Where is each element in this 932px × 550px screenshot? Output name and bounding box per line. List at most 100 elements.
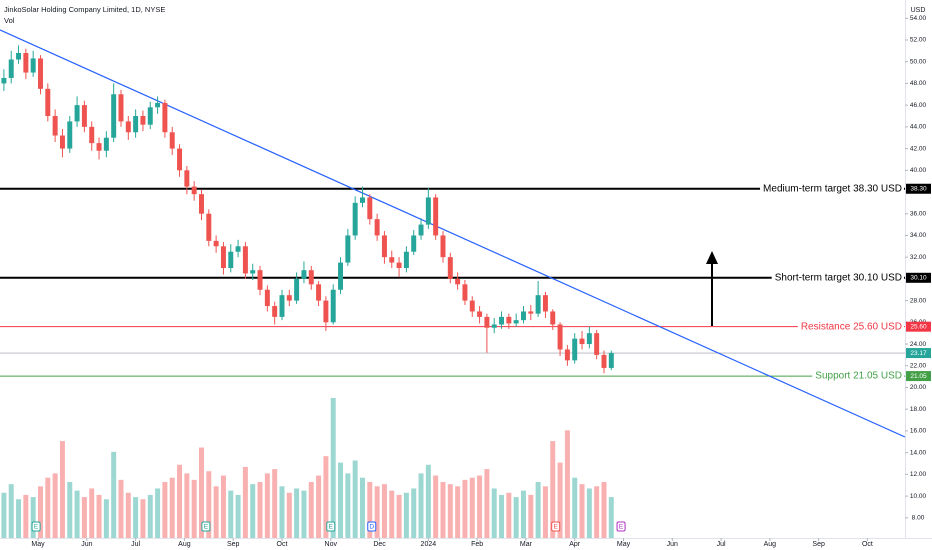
volume-bar [447, 484, 453, 538]
volume-bar [191, 479, 197, 538]
candle-body [228, 251, 234, 269]
volume-bar [389, 490, 395, 538]
price-badge [906, 272, 931, 283]
candle-body [338, 262, 344, 290]
price-badge-label: 25.60 [910, 323, 927, 330]
candle-body [462, 284, 468, 301]
candle-body [564, 349, 570, 361]
candle-body [330, 289, 336, 323]
volume-bar [38, 486, 43, 538]
volume-bar [140, 499, 146, 538]
candle-body [572, 338, 578, 361]
volume-bar [586, 488, 592, 538]
volume-bar [199, 447, 204, 538]
price-badge [906, 321, 931, 332]
volume-bar [528, 494, 534, 538]
y-tick-label: 34.00 [910, 232, 927, 239]
candle-body [177, 148, 183, 171]
x-tick-label: Sep [227, 541, 240, 548]
volume-bar [484, 469, 490, 538]
arrow-head [706, 251, 718, 264]
y-tick-label: 46.00 [910, 102, 927, 109]
volume-bar [228, 490, 234, 538]
volume-bar [279, 486, 285, 538]
volume-bar [81, 497, 87, 538]
candle-body [535, 295, 541, 314]
candle-body [425, 197, 431, 225]
y-tick-label: 36.00 [910, 210, 927, 217]
volume-bar [264, 473, 270, 538]
volume-bar [425, 464, 431, 538]
volume-bar [462, 479, 468, 538]
volume-bar [52, 473, 58, 538]
volume-bar [579, 484, 585, 538]
x-tick-label: Oct [277, 541, 288, 548]
candle-body [381, 235, 387, 258]
x-tick-label: Jul [131, 541, 140, 548]
y-tick-label: 40.00 [910, 167, 927, 174]
volume-bar [564, 430, 570, 538]
volume-bar [396, 494, 402, 538]
candle-body [23, 52, 29, 73]
volume-bar [440, 482, 446, 538]
volume-bar [111, 451, 117, 538]
level-label: Resistance 25.60 USD [801, 321, 902, 332]
y-tick-label: 28.00 [910, 297, 927, 304]
y-tick-label: 32.00 [910, 254, 927, 261]
candle-body [199, 194, 204, 214]
y-tick-label: 54.00 [910, 15, 927, 22]
candle-body [294, 278, 300, 301]
event-marker [616, 521, 626, 532]
volume-bar [67, 482, 73, 538]
candle-body [118, 94, 124, 122]
candle-body [52, 115, 58, 136]
volume-bar [594, 486, 600, 538]
level-label-bg [812, 370, 904, 382]
y-tick-label: 10.00 [910, 493, 927, 500]
y-tick-label: 14.00 [910, 449, 927, 456]
candle-body [411, 235, 417, 252]
x-tick-label: Jun [667, 541, 678, 548]
candle-body [469, 300, 475, 312]
x-tick-label: Oct [862, 541, 873, 548]
candle-body [206, 213, 212, 241]
event-marker [551, 521, 561, 532]
y-tick-label: 48.00 [910, 80, 927, 87]
candle-body [308, 270, 314, 285]
volume-bar [572, 477, 578, 538]
candle-body [359, 197, 365, 203]
candle-body [111, 94, 117, 138]
candle-body [125, 121, 131, 133]
volume-bar [294, 488, 300, 538]
volume-bar [162, 482, 168, 538]
candle-body [528, 311, 534, 314]
y-tick-label: 8.00 [912, 515, 925, 522]
event-marker [31, 521, 41, 532]
candle-body [184, 170, 190, 187]
candle-body [586, 333, 592, 345]
y-tick-label: 52.00 [910, 37, 927, 44]
volume-bar [601, 482, 607, 538]
volume-bar [257, 482, 263, 538]
volume-bar [235, 494, 241, 538]
candle-body [542, 295, 548, 312]
candle-body [169, 132, 175, 149]
volume-bar [374, 486, 380, 538]
volume-bar [213, 486, 219, 538]
event-marker [201, 521, 211, 532]
volume-bar [513, 497, 519, 538]
candle-body [550, 311, 556, 325]
volume-bar [506, 492, 512, 538]
chart-title: JinkoSolar Holding Company Limited, 1D, … [4, 5, 165, 14]
x-tick-label: Jul [717, 541, 726, 548]
candle-body [506, 316, 512, 324]
candle-body [374, 219, 380, 236]
y-tick-label: 18.00 [910, 406, 927, 413]
level-label: Medium-term target 38.30 USD [763, 183, 902, 194]
x-tick-label: Aug [764, 541, 777, 548]
volume-bar [403, 492, 409, 538]
candle-body [220, 246, 226, 269]
volume-bar [8, 484, 14, 538]
price-badge-label: 21.05 [910, 373, 927, 380]
